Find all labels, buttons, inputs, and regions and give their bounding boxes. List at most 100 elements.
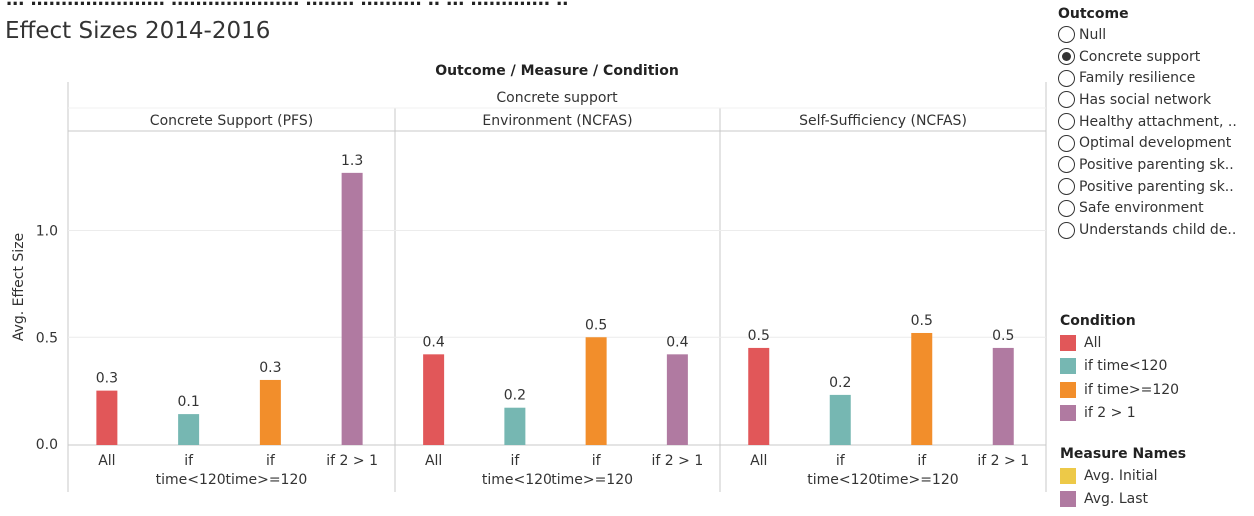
radio-button-icon[interactable]	[1058, 221, 1075, 239]
x-tick-label: time>=120	[877, 472, 959, 488]
outcome-option[interactable]: Positive parenting sk..	[1058, 154, 1237, 176]
measure-name-item[interactable]: Avg. Last	[1060, 488, 1186, 512]
measure-name-item[interactable]: Avg. Initial	[1060, 464, 1186, 488]
outcome-option[interactable]: Family resilience	[1058, 67, 1237, 89]
bar-lt120	[178, 414, 200, 445]
bar-data-labels: 0.3 0.1 0.3 1.3 0.4 0.2 0.5 0.4 0.5 0.2 0.5 0.5	[96, 153, 1015, 410]
bar-ge120	[911, 332, 933, 445]
outcome-option-label: Understands child de..	[1079, 222, 1237, 239]
bar-two-gt-one	[341, 172, 363, 446]
color-swatch	[1060, 381, 1076, 398]
radio-button-icon[interactable]	[1058, 48, 1075, 66]
bar-value-label: 0.5	[992, 328, 1014, 344]
panel-header-label: Environment (NCFAS)	[482, 113, 632, 129]
bar-all	[748, 347, 770, 445]
radio-selected-dot-icon	[1062, 52, 1071, 62]
condition-legend-title: Condition	[1060, 313, 1136, 329]
bar-value-label: 0.1	[177, 394, 199, 410]
condition-item[interactable]: All	[1060, 331, 1179, 355]
outcome-option[interactable]: Null	[1058, 24, 1237, 46]
panel-header-label: Concrete Support (PFS)	[150, 113, 313, 129]
color-swatch	[1060, 358, 1076, 375]
condition-label: if time>=120	[1084, 381, 1180, 398]
color-swatch	[1060, 334, 1076, 351]
bar-value-label: 0.3	[96, 371, 118, 387]
condition-item[interactable]: if 2 > 1	[1060, 402, 1179, 426]
outcome-option[interactable]: Positive parenting sk..	[1058, 176, 1237, 198]
outcome-option-label: Concrete support	[1079, 48, 1201, 65]
bar-two-gt-one	[992, 347, 1014, 445]
x-tick-label: All	[750, 453, 767, 469]
x-tick-label: if	[836, 453, 846, 469]
y-axis-label: Avg. Effect Size	[11, 233, 27, 341]
x-axis-labels: All if time<120 if time>=120 if 2 > 1 All if tim…	[98, 453, 1029, 488]
outcome-option[interactable]: Safe environment	[1058, 198, 1237, 220]
color-swatch	[1060, 405, 1076, 422]
panel-header-label: Self-Sufficiency (NCFAS)	[799, 113, 967, 129]
outcome-option-label: Positive parenting sk..	[1079, 156, 1234, 173]
x-tick-label: time>=120	[225, 472, 307, 488]
condition-item[interactable]: if time<120	[1060, 355, 1179, 379]
measure-name-label: Avg. Last	[1084, 491, 1148, 508]
x-tick-label: if 2 > 1	[977, 453, 1029, 469]
condition-legend-list: All if time<120 if time>=120 if 2 > 1	[1060, 331, 1179, 425]
radio-button-icon[interactable]	[1058, 91, 1075, 109]
x-tick-label: time<120	[807, 472, 877, 488]
gridlines	[68, 230, 1046, 338]
radio-button-icon[interactable]	[1058, 26, 1075, 44]
outcome-option[interactable]: Has social network	[1058, 89, 1237, 111]
outcome-option[interactable]: Concrete support	[1058, 46, 1237, 68]
x-tick-label: time<120	[156, 472, 226, 488]
outcome-option-label: Has social network	[1079, 91, 1212, 108]
outcome-option[interactable]: Understands child de..	[1058, 219, 1237, 241]
measure-names-legend-list: Avg. Initial Avg. Last	[1060, 464, 1186, 511]
condition-label: if 2 > 1	[1084, 405, 1136, 422]
bar-all	[423, 354, 445, 445]
clipped-title-text: ... ...................... .............…	[6, 0, 568, 10]
outcome-option-label: Optimal development	[1079, 135, 1232, 152]
bar-lt120	[504, 407, 526, 445]
x-tick-label: time<120	[482, 472, 552, 488]
radio-button-icon[interactable]	[1058, 199, 1075, 217]
bar-ge120	[585, 337, 607, 445]
condition-legend: Condition All if time<120 if time>=120 if 2…	[1060, 313, 1179, 425]
bar-value-label: 0.2	[829, 375, 851, 391]
radio-button-icon[interactable]	[1058, 156, 1075, 174]
outcome-option[interactable]: Healthy attachment, ..	[1058, 111, 1237, 133]
bar-two-gt-one	[666, 354, 688, 445]
bar-ge120	[259, 379, 281, 445]
y-axis-ticks: 0.0 0.5 1.0	[36, 224, 58, 454]
outcome-option-label: Safe environment	[1079, 200, 1204, 217]
bar-all	[96, 390, 118, 445]
x-tick-label: All	[98, 453, 115, 469]
bar-value-label: 0.4	[666, 334, 688, 350]
outcome-filter-list: Null Concrete support Family resilience Has…	[1058, 24, 1237, 241]
condition-item[interactable]: if time>=120	[1060, 378, 1179, 402]
chart-frame	[67, 82, 1047, 492]
radio-button-icon[interactable]	[1058, 113, 1075, 131]
bar-value-label: 0.5	[911, 313, 933, 329]
bar-value-label: 1.3	[341, 153, 363, 169]
y-tick-label: 1.0	[36, 224, 58, 240]
page-title: Effect Sizes 2014-2016	[5, 18, 270, 44]
column-header-title: Outcome / Measure / Condition	[435, 63, 679, 79]
outcome-option-label: Null	[1079, 26, 1107, 43]
x-tick-label: if	[592, 453, 602, 469]
color-swatch	[1060, 467, 1076, 484]
bar-marks	[96, 172, 1014, 446]
x-tick-label: All	[425, 453, 442, 469]
radio-button-icon[interactable]	[1058, 69, 1075, 87]
x-tick-label: if 2 > 1	[326, 453, 378, 469]
x-tick-label: if	[184, 453, 194, 469]
radio-button-icon[interactable]	[1058, 134, 1075, 152]
x-tick-label: if	[510, 453, 520, 469]
bar-value-label: 0.2	[504, 388, 526, 404]
bar-value-label: 0.3	[259, 360, 281, 376]
outcome-filter: Outcome Null Concrete support Family resil…	[1058, 6, 1237, 241]
outcome-option-label: Family resilience	[1079, 70, 1196, 87]
outcome-option[interactable]: Optimal development	[1058, 132, 1237, 154]
y-tick-label: 0.5	[36, 330, 58, 346]
radio-button-icon[interactable]	[1058, 178, 1075, 196]
bar-value-label: 0.5	[748, 328, 770, 344]
